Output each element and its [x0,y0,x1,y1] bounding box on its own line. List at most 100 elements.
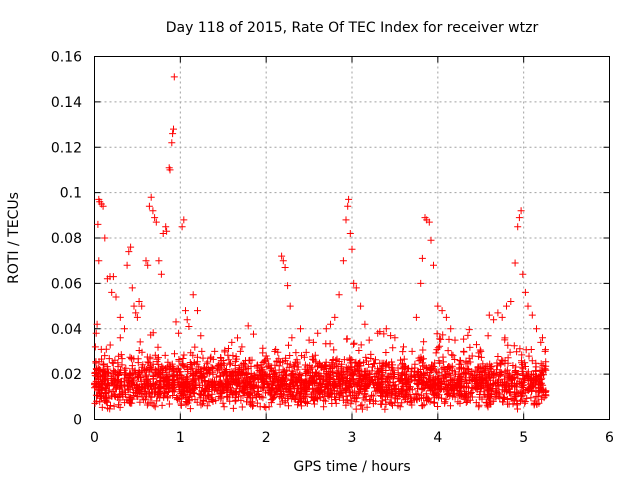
data-point [238,343,246,351]
data-point [254,376,262,384]
data-point [510,397,518,405]
x-tick-label: 5 [519,430,528,446]
data-point [162,365,169,373]
data-point [262,352,270,360]
data-point [414,368,422,376]
data-point [322,325,330,333]
data-point [472,399,480,407]
data-point [135,298,143,305]
data-point [372,378,380,386]
data-point [135,366,143,374]
data-point [400,343,407,351]
data-point [403,370,410,378]
data-point [533,325,540,333]
data-point [486,371,494,379]
data-point [438,307,446,315]
data-point [125,248,133,256]
data-point [123,396,131,404]
data-point [420,401,428,409]
data-point [203,382,211,390]
data-point [434,344,442,352]
data-point [110,402,118,410]
data-point [134,359,142,367]
data-point [312,368,320,376]
data-point [236,347,244,355]
data-point [516,388,524,396]
data-point [250,330,257,338]
data-point [96,398,104,406]
data-point [200,397,208,405]
x-tick-label: 1 [176,430,185,446]
data-point [460,347,468,355]
data-point [463,397,471,405]
data-point [225,345,232,352]
data-point [197,332,205,340]
data-point [343,335,351,343]
data-point [369,377,376,384]
data-point [400,355,408,363]
data-point [467,389,475,397]
data-point [442,313,450,321]
data-point [347,400,355,408]
data-point [373,370,381,377]
data-point [528,311,536,319]
data-point [390,382,398,390]
data-point [505,400,513,408]
data-point [260,383,267,391]
data-point [296,378,304,386]
data-point [170,73,178,81]
data-point [129,388,137,396]
data-point [466,370,474,378]
data-point [91,343,99,351]
data-point [111,392,119,400]
data-point [382,396,389,404]
data-point [220,361,228,369]
data-point [367,350,375,358]
data-point [425,364,433,372]
data-point [132,309,140,317]
data-point [513,348,521,356]
data-point [419,378,427,386]
data-point [447,402,454,410]
data-point [133,373,141,381]
data-point [154,343,162,351]
data-point [387,399,395,407]
data-point [157,369,165,376]
data-point [511,379,518,387]
data-point [163,363,171,371]
data-point [371,387,379,395]
data-point [518,396,526,404]
data-point [116,313,124,321]
data-point [93,320,101,328]
data-point [127,380,135,388]
data-point [227,359,234,367]
data-point [338,368,346,376]
data-point [487,391,495,398]
data-point [381,387,389,395]
data-point [247,373,255,381]
data-point [509,373,517,381]
data-point [208,364,216,372]
data-point [309,384,317,392]
data-point [477,347,485,355]
data-point [162,223,170,231]
data-point [497,371,505,378]
data-point [165,385,173,393]
data-point [270,394,278,401]
data-point [110,377,118,385]
data-point [133,313,141,321]
data-point [263,355,271,363]
data-point [224,393,232,401]
x-tick-label: 2 [262,430,271,446]
data-point [310,372,318,380]
data-point [501,387,509,395]
y-axis-label: ROTI / TECUs [6,192,22,284]
data-point [297,397,304,405]
data-point [386,389,394,397]
data-point [272,372,280,380]
data-point [486,397,493,405]
data-point [399,348,407,356]
data-point [453,382,461,390]
y-tick-label: 0 [73,413,82,429]
data-point [149,329,157,337]
